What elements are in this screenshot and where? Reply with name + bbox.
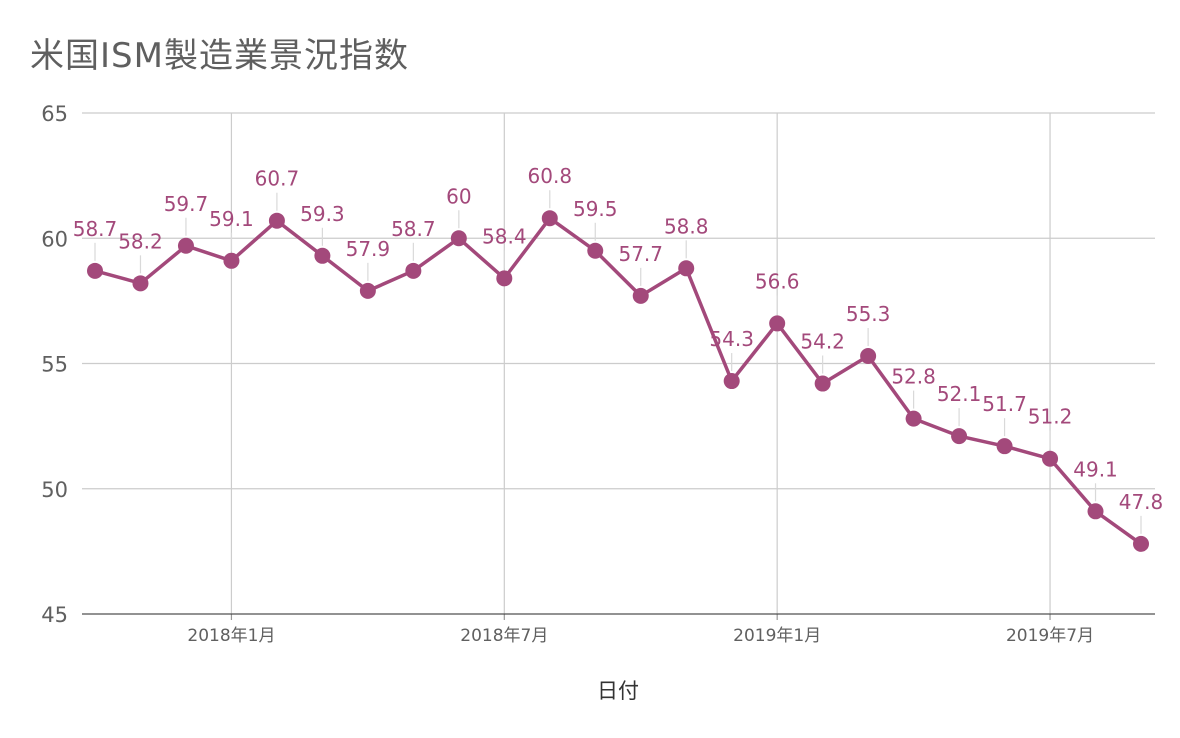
data-point [496, 270, 513, 287]
data-point [723, 373, 740, 390]
y-tick-label: 50 [41, 478, 68, 502]
data-label: 59.5 [573, 197, 618, 221]
data-label: 59.1 [209, 207, 254, 231]
data-label: 58.7 [73, 217, 118, 241]
data-point [678, 260, 695, 277]
x-axis-label: 日付 [597, 679, 639, 703]
x-tick-label: 2019年7月 [1006, 626, 1094, 646]
y-tick-label: 55 [41, 353, 68, 377]
data-label: 58.2 [118, 229, 163, 253]
gridlines [82, 112, 1155, 620]
data-label: 56.6 [755, 269, 800, 293]
y-tick-label: 65 [41, 102, 68, 126]
data-label: 54.2 [800, 330, 845, 354]
x-tick-label: 2018年1月 [187, 626, 275, 646]
data-point [951, 428, 968, 445]
data-label: 57.7 [618, 242, 663, 266]
data-label: 52.8 [891, 365, 936, 389]
data-point [87, 262, 103, 279]
data-label: 52.1 [937, 382, 982, 406]
chart-title: 米国ISM製造業景況指数 [30, 36, 409, 76]
data-label: 60 [446, 184, 471, 208]
data-point [405, 262, 422, 279]
data-point [632, 287, 649, 304]
data-label: 47.8 [1119, 490, 1164, 514]
data-point [996, 438, 1013, 455]
data-point [769, 315, 786, 332]
y-tick-label: 45 [41, 603, 68, 627]
data-point [541, 210, 558, 227]
data-label: 57.9 [346, 237, 391, 261]
data-point [223, 252, 240, 269]
data-label: 59.7 [164, 192, 209, 216]
data-point [814, 375, 831, 392]
data-label: 60.8 [528, 164, 573, 188]
data-label: 58.7 [391, 217, 436, 241]
data-point [1042, 450, 1059, 467]
x-tick-label: 2019年1月 [733, 626, 821, 646]
data-label: 59.3 [300, 202, 345, 226]
data-label: 51.7 [982, 392, 1027, 416]
data-point [177, 237, 194, 254]
data-label: 54.3 [709, 327, 754, 351]
series-line [94, 216, 1143, 546]
data-label: 51.2 [1028, 405, 1073, 429]
data-point [450, 230, 467, 247]
x-axis-ticks: 2018年1月 2018年7月 2019年1月 2019年7月 [187, 626, 1094, 646]
data-point [268, 212, 285, 229]
data-labels: 58.758.259.759.160.759.357.958.76058.460… [73, 164, 1164, 534]
data-label: 49.1 [1073, 457, 1118, 481]
y-tick-label: 60 [41, 227, 68, 251]
data-point [905, 410, 922, 427]
data-series [87, 210, 1149, 552]
data-point [1133, 535, 1149, 552]
data-label: 55.3 [846, 302, 891, 326]
data-point [587, 242, 604, 259]
data-point [314, 247, 331, 264]
data-point [860, 347, 877, 364]
y-axis-ticks: 45 50 55 60 65 [41, 102, 68, 627]
data-label: 58.4 [482, 224, 527, 248]
x-tick-label: 2018年7月 [460, 626, 548, 646]
data-label: 60.7 [255, 167, 300, 191]
data-label: 58.8 [664, 214, 709, 238]
data-point [1087, 503, 1104, 520]
data-point [132, 275, 149, 292]
data-point [359, 282, 376, 299]
